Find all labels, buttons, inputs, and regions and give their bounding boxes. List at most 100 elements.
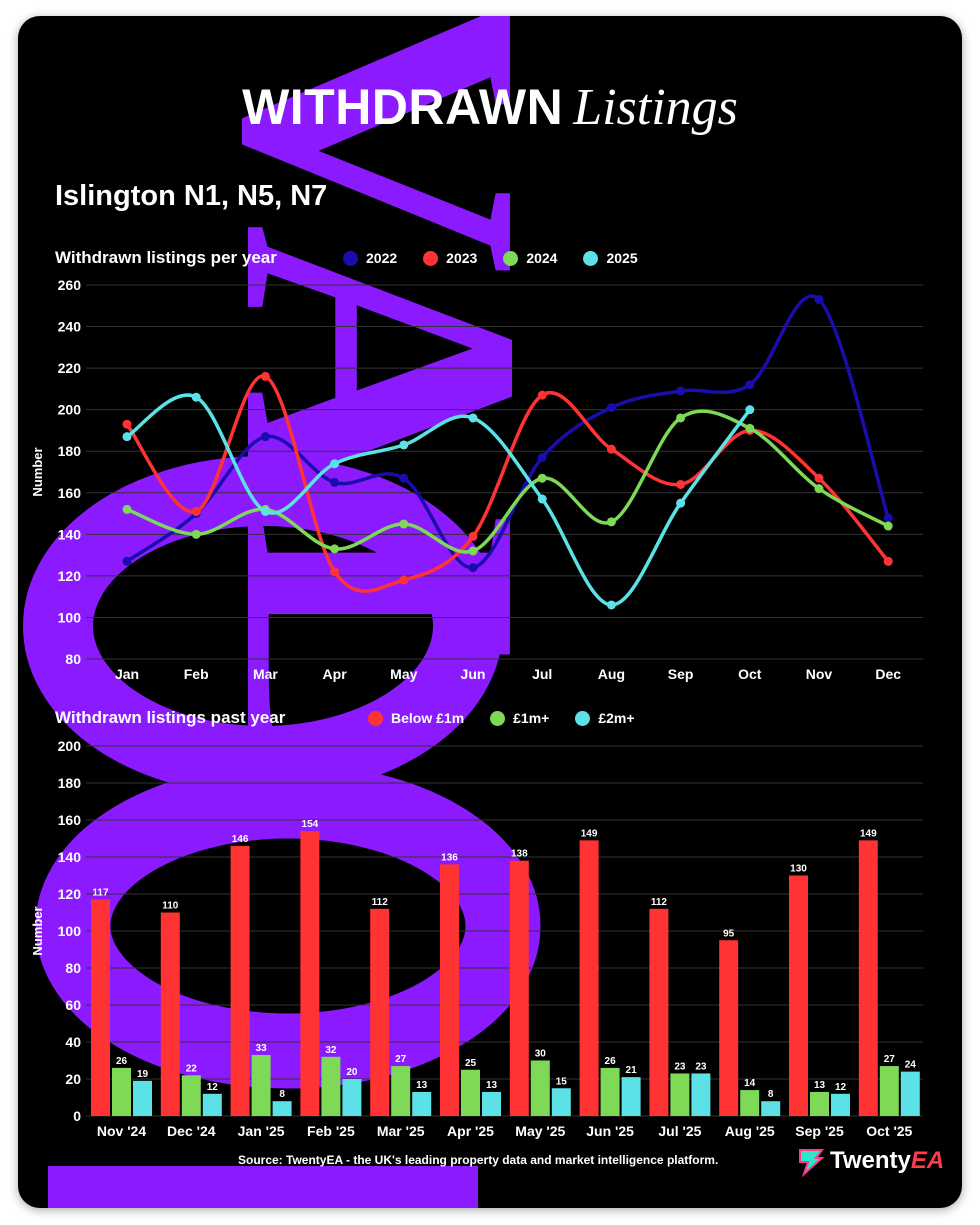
line-point-2025 — [676, 498, 686, 508]
bar-value-label: 95 — [723, 928, 735, 939]
source-footnote: Source: TwentyEA - the UK's leading prop… — [238, 1153, 719, 1167]
line-y-tick-label: 80 — [65, 651, 81, 667]
bar-1m — [321, 1056, 341, 1116]
bar-y-tick-label: 0 — [73, 1108, 81, 1124]
line-point-2024 — [330, 544, 340, 554]
line-series-2025 — [125, 393, 752, 607]
bar-y-tick-label: 140 — [58, 849, 82, 865]
bar-value-label: 149 — [581, 828, 598, 839]
line-chart-title: Withdrawn listings per year — [55, 248, 277, 267]
bar-x-tick-label: Sep '25 — [795, 1123, 844, 1139]
line-point-2024 — [399, 519, 409, 529]
bar-value-label: 26 — [116, 1056, 128, 1067]
line-chart-legend: 2022 2023 2024 2025 — [343, 250, 664, 266]
bar-1m — [810, 1091, 829, 1116]
line-y-tick-label: 140 — [58, 526, 82, 542]
line-point-2024 — [122, 504, 132, 514]
bar-1m — [251, 1054, 271, 1116]
line-point-2024 — [537, 473, 547, 483]
logo-mark-icon — [799, 1149, 825, 1178]
bar-below-1m — [440, 864, 459, 1116]
line-y-tick-label: 220 — [58, 360, 82, 376]
bar-value-label: 21 — [626, 1065, 638, 1076]
bar-chart-legend: Below £1m £1m+ £2m+ — [368, 710, 661, 726]
bar-below-1m — [230, 845, 250, 1116]
bar-value-label: 20 — [346, 1067, 358, 1078]
line-point-2024 — [676, 413, 686, 423]
bar-y-axis-label: Number — [30, 906, 45, 955]
bar-value-label: 136 — [441, 852, 458, 863]
bar-value-label: 130 — [790, 864, 807, 875]
line-legend-item-2023: 2023 — [423, 250, 477, 266]
line-x-tick-label: May — [390, 666, 417, 682]
bar-x-tick-label: Jul '25 — [658, 1123, 701, 1139]
line-point-2022 — [883, 513, 893, 523]
line-point-2022 — [814, 295, 824, 305]
line-legend-dot — [503, 250, 519, 266]
bar-x-tick-label: Jun '25 — [586, 1123, 634, 1139]
line-x-tick-label: Oct — [738, 666, 762, 682]
bar-x-tick-label: Oct '25 — [866, 1123, 912, 1139]
bar-below-1m — [719, 940, 739, 1116]
line-point-2023 — [814, 473, 824, 483]
bar-y-tick-label: 200 — [58, 738, 82, 754]
background-letter-bottom — [48, 1166, 478, 1208]
bar-below-1m — [509, 860, 529, 1116]
background-letter-o-lower — [35, 763, 541, 1089]
line-legend-label: 2023 — [446, 250, 478, 266]
line-point-2022 — [122, 556, 132, 566]
line-y-tick-label: 100 — [58, 609, 82, 625]
line-point-2023 — [537, 390, 547, 400]
line-x-tick-label: Feb — [184, 666, 209, 682]
bar-y-tick-label: 180 — [58, 775, 82, 791]
bar-y-tick-label: 120 — [58, 886, 82, 902]
line-x-tick-label: Mar — [253, 666, 278, 682]
bar-value-label: 13 — [416, 1080, 428, 1091]
bar-2m — [900, 1071, 920, 1116]
bar-chart-title: Withdrawn listings past year — [55, 708, 286, 727]
bar-2m — [621, 1077, 641, 1116]
title-italic: Listings — [573, 79, 738, 136]
bar-below-1m — [160, 912, 180, 1116]
line-chart: 80 100 120 140 160 180 200 220 240 260 Jan Feb Mar Ap… — [30, 277, 923, 682]
line-point-2024 — [606, 517, 616, 527]
line-point-2023 — [399, 575, 409, 585]
line-legend-label: 2022 — [366, 250, 398, 266]
line-point-2023 — [676, 479, 686, 489]
bar-y-tick-label: 40 — [65, 1034, 81, 1050]
line-legend-dot — [343, 250, 358, 266]
twentyea-logo: TwentyEA — [796, 1144, 944, 1178]
line-legend-label: 2024 — [526, 250, 558, 266]
line-legend-label: 2025 — [606, 250, 638, 266]
bar-y-tick-label: 20 — [65, 1071, 81, 1087]
bar-legend-item-1m: £1m+ — [490, 710, 549, 726]
bar-legend-label: £2m+ — [598, 710, 635, 726]
line-y-tick-label: 200 — [58, 402, 82, 418]
bar-1m — [181, 1075, 201, 1116]
bar-2m — [761, 1101, 781, 1116]
bar-below-1m — [858, 840, 878, 1116]
line-point-2023 — [260, 371, 270, 381]
line-point-2022 — [745, 380, 755, 390]
bar-x-tick-label: Mar '25 — [377, 1123, 425, 1139]
bar-1m — [530, 1060, 550, 1116]
bar-x-tick-label: Aug '25 — [725, 1123, 775, 1139]
line-y-tick-label: 260 — [58, 277, 82, 293]
line-point-2022 — [399, 473, 409, 483]
bar-value-label: 13 — [814, 1080, 826, 1091]
line-x-tick-label: Dec — [875, 666, 901, 682]
bar-legend-item-2m: £2m+ — [575, 710, 635, 726]
bar-value-label: 13 — [486, 1080, 498, 1091]
line-x-tick-label: Nov — [806, 666, 833, 682]
bar-value-label: 110 — [162, 901, 179, 912]
background-letter-top: VAL — [161, 16, 604, 779]
line-point-2022 — [468, 563, 478, 573]
bar-value-label: 14 — [744, 1078, 756, 1089]
bar-value-label: 25 — [465, 1058, 477, 1069]
bar-value-label: 33 — [256, 1043, 268, 1054]
line-x-tick-label: Aug — [598, 666, 625, 682]
bar-legend-dot — [575, 710, 591, 726]
bar-value-label: 12 — [835, 1082, 847, 1093]
line-point-2023 — [122, 419, 132, 429]
bar-value-label: 27 — [395, 1054, 407, 1065]
